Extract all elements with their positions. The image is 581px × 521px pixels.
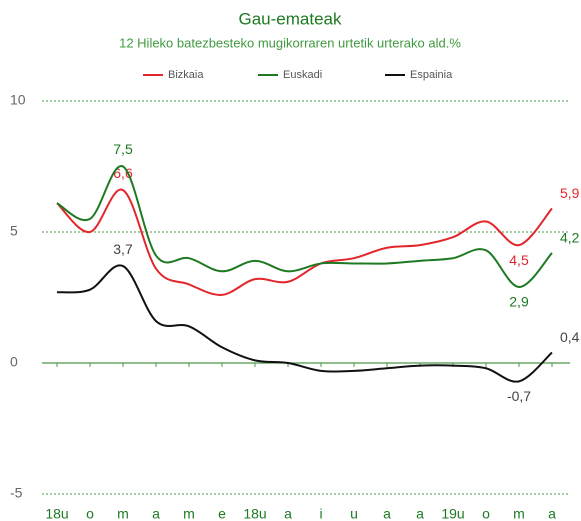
x-tick-label: 18u — [45, 506, 68, 521]
x-tick-label: i — [319, 506, 322, 521]
x-tick-label: m — [117, 506, 129, 521]
x-tick-label: o — [86, 506, 94, 521]
x-tick-label: a — [284, 506, 292, 521]
x-tick-label: 19u — [441, 506, 464, 521]
data-label: 0,4 — [560, 329, 580, 345]
data-label: 4,5 — [509, 252, 529, 268]
data-label: 7,5 — [113, 141, 133, 157]
x-tick-label: a — [152, 506, 160, 521]
chart-title: Gau-emateak — [239, 9, 342, 28]
x-tick-label: u — [350, 506, 358, 521]
data-label: -0,7 — [507, 388, 531, 404]
legend-label: Bizkaia — [168, 69, 204, 81]
x-tick-label: a — [548, 506, 556, 521]
y-tick-label: -5 — [10, 485, 23, 501]
x-tick-label: m — [183, 506, 195, 521]
data-label: 2,9 — [509, 294, 529, 310]
x-tick-label: 18u — [243, 506, 266, 521]
data-label: 4,2 — [560, 230, 580, 246]
x-tick-label: o — [482, 506, 490, 521]
x-tick-label: a — [383, 506, 391, 521]
legend-label: Euskadi — [283, 69, 322, 81]
y-tick-label: 10 — [10, 92, 26, 108]
chart-subtitle: 12 Hileko batezbesteko mugikorraren urte… — [119, 35, 461, 50]
y-tick-label: 5 — [10, 223, 18, 239]
x-tick-label: e — [218, 506, 226, 521]
data-label: 6,6 — [113, 165, 133, 181]
x-tick-label: a — [416, 506, 424, 521]
x-tick-label: m — [513, 506, 525, 521]
line-series — [56, 264, 553, 383]
line-series — [56, 188, 553, 296]
data-label: 5,9 — [560, 185, 580, 201]
legend-label: Espainia — [410, 69, 453, 81]
y-tick-label: 0 — [10, 354, 18, 370]
data-label: 3,7 — [113, 241, 133, 257]
line-series — [56, 165, 553, 289]
